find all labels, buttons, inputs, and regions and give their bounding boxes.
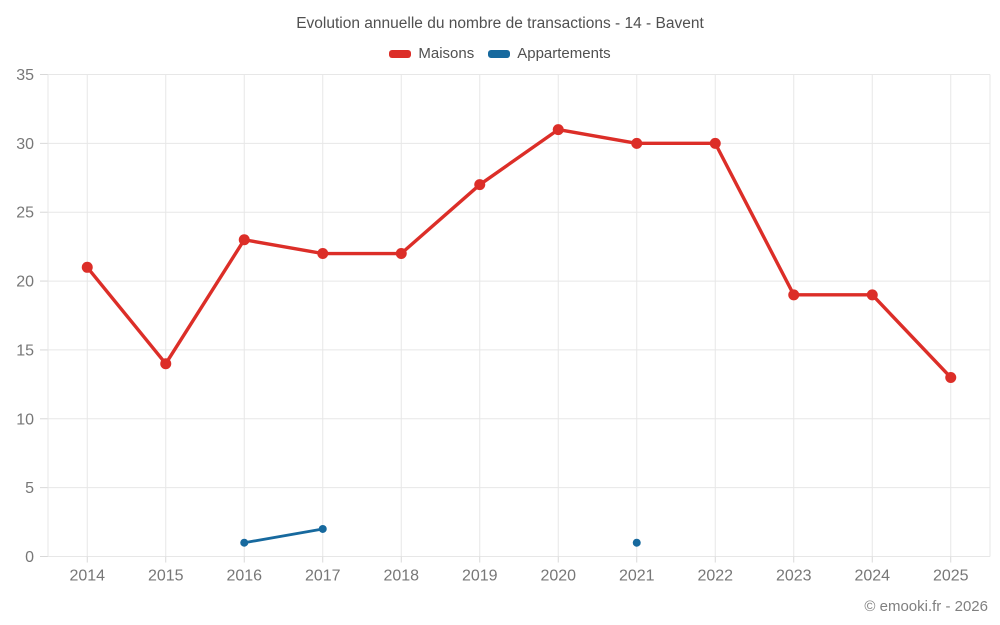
chart-legend: Maisons Appartements	[0, 45, 1000, 62]
x-tick-label: 2016	[226, 568, 262, 585]
data-point-maisons-2016[interactable]	[238, 234, 250, 246]
legend-label-appartements: Appartements	[517, 45, 611, 62]
legend-swatch-appartements-icon	[488, 49, 511, 58]
series-line-appartements	[242, 527, 325, 545]
x-tick-label: 2021	[619, 568, 655, 585]
x-tick-label: 2017	[305, 568, 341, 585]
y-tick-label: 0	[25, 549, 34, 566]
data-point-maisons-2025[interactable]	[945, 371, 957, 383]
data-point-appartements-2017[interactable]	[318, 524, 327, 533]
data-point-appartements-2016[interactable]	[240, 538, 249, 547]
y-tick-label: 5	[25, 480, 34, 497]
legend-label-maisons: Maisons	[418, 45, 475, 62]
x-tick-label: 2020	[540, 568, 576, 585]
y-tick-label: 25	[16, 205, 34, 222]
data-point-maisons-2024[interactable]	[866, 289, 878, 301]
data-point-maisons-2015[interactable]	[160, 358, 172, 370]
data-point-maisons-2021[interactable]	[631, 137, 643, 149]
legend-item-maisons[interactable]: Maisons	[389, 45, 474, 62]
data-point-maisons-2023[interactable]	[788, 289, 800, 301]
data-point-maisons-2018[interactable]	[395, 248, 407, 260]
data-point-maisons-2020[interactable]	[552, 124, 564, 136]
data-point-maisons-2014[interactable]	[81, 261, 93, 273]
x-tick-label: 2022	[697, 568, 733, 585]
y-tick-label: 10	[16, 411, 34, 428]
legend-item-appartements[interactable]: Appartements	[488, 45, 611, 62]
x-tick-label: 2015	[148, 568, 184, 585]
y-tick-label: 20	[16, 274, 34, 291]
y-tick-label: 30	[16, 136, 34, 153]
y-tick-label: 35	[16, 67, 34, 84]
data-point-maisons-2022[interactable]	[709, 137, 721, 149]
x-tick-label: 2024	[854, 568, 890, 585]
x-tick-label: 2025	[933, 568, 969, 585]
legend-swatch-maisons-icon	[389, 49, 412, 58]
x-tick-label: 2019	[462, 568, 498, 585]
data-point-maisons-2017[interactable]	[317, 248, 329, 260]
copyright-footer: © emooki.fr - 2026	[864, 598, 988, 615]
data-point-appartements-2021[interactable]	[632, 538, 641, 547]
x-tick-label: 2014	[69, 568, 105, 585]
x-tick-label: 2018	[383, 568, 419, 585]
data-point-maisons-2019[interactable]	[474, 179, 486, 191]
series-line-maisons	[85, 127, 953, 380]
x-tick-label: 2023	[776, 568, 812, 585]
chart-title: Evolution annuelle du nombre de transact…	[296, 15, 704, 32]
y-tick-label: 15	[16, 342, 34, 359]
